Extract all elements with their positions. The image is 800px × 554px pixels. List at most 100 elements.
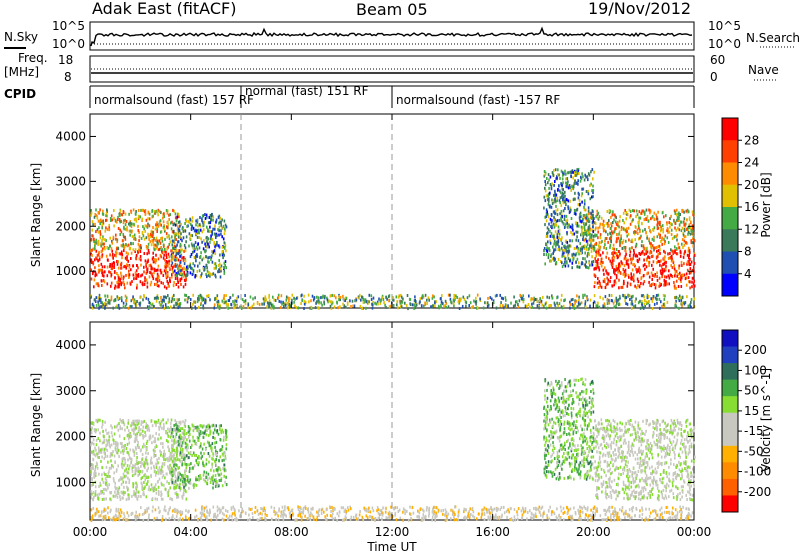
data-cell <box>578 298 580 302</box>
data-cell <box>375 302 378 306</box>
data-cell <box>164 476 166 480</box>
data-cell <box>181 496 184 500</box>
data-cell <box>161 465 163 469</box>
data-cell <box>646 215 649 218</box>
data-cell <box>591 168 594 172</box>
data-cell <box>195 459 197 463</box>
data-cell <box>208 454 211 458</box>
data-cell <box>642 264 645 268</box>
data-cell <box>487 303 490 307</box>
data-cell <box>99 481 101 485</box>
data-cell <box>117 428 120 432</box>
data-cell <box>592 210 594 214</box>
data-cell <box>189 481 191 485</box>
data-cell <box>167 494 169 498</box>
data-cell <box>208 260 210 264</box>
data-cell <box>363 300 366 304</box>
data-cell <box>560 169 563 173</box>
data-cell <box>681 226 684 230</box>
data-cell <box>639 299 641 303</box>
data-cell <box>345 297 348 300</box>
data-cell <box>205 236 208 240</box>
data-cell <box>170 418 173 422</box>
data-cell <box>676 218 678 222</box>
data-cell <box>575 260 577 264</box>
data-cell <box>577 167 580 171</box>
data-cell <box>651 254 654 258</box>
data-cell <box>138 467 140 471</box>
data-cell <box>91 492 93 496</box>
data-cell <box>165 421 168 425</box>
data-cell <box>156 277 158 281</box>
data-cell <box>625 262 628 266</box>
data-cell <box>134 472 137 476</box>
data-cell <box>381 294 384 298</box>
data-cell <box>655 283 657 287</box>
data-cell <box>544 189 547 193</box>
data-cell <box>652 297 654 300</box>
data-cell <box>687 246 690 250</box>
data-cell <box>453 296 455 299</box>
data-cell <box>201 298 203 302</box>
data-cell <box>135 257 138 261</box>
data-cell <box>686 262 688 266</box>
data-cell <box>321 303 323 307</box>
data-cell <box>615 276 618 280</box>
data-cell <box>127 437 130 441</box>
data-cell <box>499 293 501 297</box>
data-cell <box>554 306 557 310</box>
data-cell <box>486 304 489 308</box>
data-cell <box>95 296 98 300</box>
data-cell <box>643 439 646 443</box>
data-cell <box>120 274 123 278</box>
data-cell <box>118 492 120 496</box>
data-cell <box>166 247 168 251</box>
data-cell <box>553 242 555 246</box>
data-cell <box>183 249 185 253</box>
data-cell <box>342 302 344 306</box>
data-cell <box>94 465 97 469</box>
data-cell <box>122 301 125 305</box>
data-cell <box>469 301 472 305</box>
data-cell <box>602 219 605 223</box>
data-cell <box>554 257 556 261</box>
data-cell <box>595 493 597 497</box>
data-cell <box>558 184 560 188</box>
data-cell <box>160 298 163 302</box>
data-cell <box>687 490 689 494</box>
data-cell <box>110 247 113 251</box>
data-cell <box>157 421 159 424</box>
data-cell <box>207 452 210 455</box>
data-cell <box>200 295 203 299</box>
data-cell <box>656 271 658 275</box>
data-cell <box>114 485 116 489</box>
data-cell <box>395 295 398 299</box>
data-cell <box>625 227 628 231</box>
data-cell <box>180 248 182 252</box>
data-cell <box>143 493 145 497</box>
data-cell <box>132 208 135 212</box>
data-cell <box>664 240 666 244</box>
data-cell <box>149 283 152 287</box>
data-cell <box>127 429 130 433</box>
data-cell <box>110 281 113 285</box>
data-cell <box>136 444 139 447</box>
data-cell <box>109 244 111 248</box>
data-cell <box>129 457 132 461</box>
data-cell <box>680 296 682 300</box>
data-cell <box>590 239 593 243</box>
data-cell <box>155 423 157 427</box>
data-cell <box>136 283 138 287</box>
data-cell <box>134 274 137 278</box>
data-cell <box>687 210 690 214</box>
data-cell <box>174 450 177 454</box>
data-cell <box>178 458 181 462</box>
data-cell <box>659 220 661 224</box>
data-cell <box>239 305 241 309</box>
data-cell <box>426 298 428 302</box>
data-cell <box>121 299 123 303</box>
data-cell <box>215 275 217 279</box>
data-cell <box>192 300 195 304</box>
data-cell <box>126 255 128 259</box>
freq-left-tick-bottom: 8 <box>64 70 72 84</box>
